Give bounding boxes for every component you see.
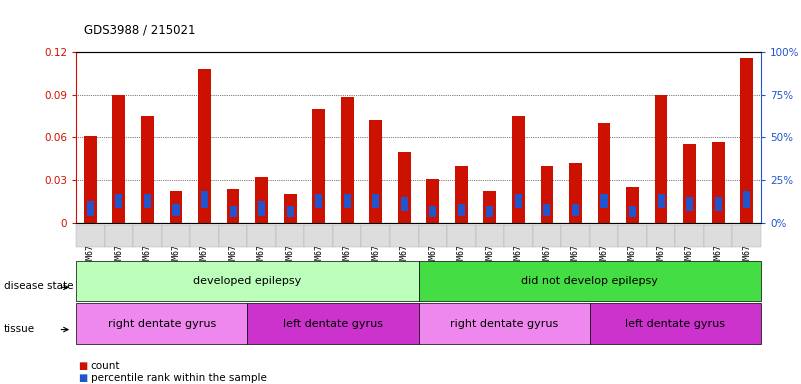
Text: right dentate gyrus: right dentate gyrus (450, 318, 558, 329)
Bar (344, 194, 351, 209)
Bar (372, 194, 379, 209)
Bar (515, 194, 522, 209)
Bar (227, 189, 239, 223)
Bar (287, 206, 294, 217)
Bar (315, 194, 322, 209)
Bar (172, 204, 179, 215)
Bar (712, 142, 725, 223)
Text: did not develop epilepsy: did not develop epilepsy (521, 276, 658, 286)
Bar (426, 179, 439, 223)
Bar (743, 191, 751, 209)
Bar (400, 197, 408, 211)
Bar (284, 194, 296, 223)
Bar (312, 109, 325, 223)
Bar (429, 206, 437, 217)
Bar (740, 58, 753, 223)
Bar (87, 201, 94, 215)
Bar (84, 136, 97, 223)
Bar (398, 152, 411, 223)
Bar (543, 204, 550, 215)
Text: right dentate gyrus: right dentate gyrus (107, 318, 215, 329)
Bar (598, 123, 610, 223)
Bar (340, 98, 353, 223)
Bar (258, 201, 265, 215)
Bar (170, 191, 183, 223)
Text: percentile rank within the sample: percentile rank within the sample (91, 373, 267, 383)
Text: left dentate gyrus: left dentate gyrus (626, 318, 726, 329)
Bar (658, 194, 665, 209)
Bar (569, 163, 582, 223)
Bar (201, 191, 208, 209)
Bar (112, 94, 125, 223)
Bar (512, 116, 525, 223)
Bar (601, 194, 607, 209)
Bar (458, 204, 465, 215)
Bar (198, 69, 211, 223)
Bar (115, 194, 123, 209)
Bar (256, 177, 268, 223)
Bar (369, 120, 382, 223)
Text: tissue: tissue (4, 323, 35, 334)
Bar (654, 94, 667, 223)
Bar (629, 206, 636, 217)
Text: count: count (91, 361, 120, 371)
Text: left dentate gyrus: left dentate gyrus (283, 318, 383, 329)
Bar (230, 206, 236, 217)
Bar (486, 206, 493, 217)
Bar (626, 187, 639, 223)
Bar (541, 166, 553, 223)
Bar (572, 204, 579, 215)
Bar (484, 191, 497, 223)
Bar (141, 116, 154, 223)
Text: ■: ■ (78, 373, 87, 383)
Text: ■: ■ (78, 361, 87, 371)
Bar (714, 197, 722, 211)
Bar (686, 197, 693, 211)
Bar (455, 166, 468, 223)
Bar (144, 194, 151, 209)
Text: GDS3988 / 215021: GDS3988 / 215021 (84, 23, 195, 36)
Text: developed epilepsy: developed epilepsy (193, 276, 301, 286)
Bar (683, 144, 696, 223)
Text: disease state: disease state (4, 281, 74, 291)
